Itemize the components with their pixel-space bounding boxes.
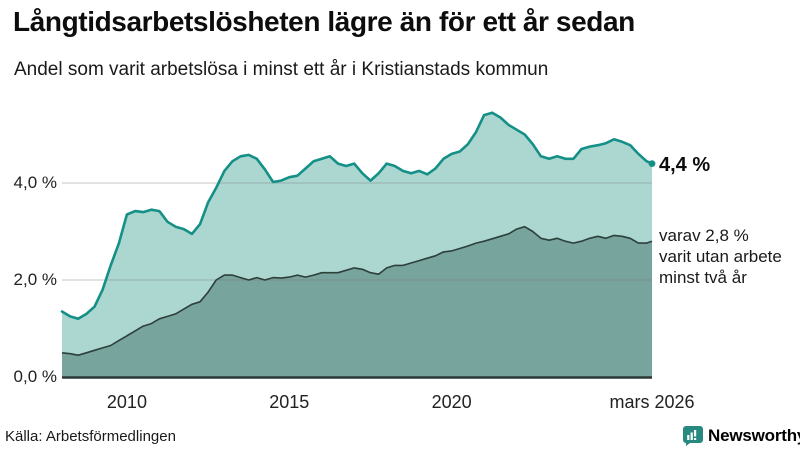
area-two-years bbox=[62, 226, 652, 377]
chart-title: Långtidsarbetslösheten lägre än för ett … bbox=[13, 6, 635, 37]
chart-subtitle: Andel som varit arbetslösa i minst ett å… bbox=[14, 59, 549, 80]
x-axis-tick-label: mars 2026 bbox=[609, 392, 695, 412]
brand-name: Newsworthy bbox=[708, 426, 800, 445]
x-axis-tick-label: 2020 bbox=[431, 392, 472, 412]
line-two-years bbox=[61, 225, 653, 356]
x-axis-tick-label: 2010 bbox=[106, 392, 147, 412]
y-axis-tick-label: 4,0 % bbox=[13, 173, 57, 192]
source-credit: Källa: Arbetsförmedlingen bbox=[5, 428, 176, 445]
latest-value-label: 4,4 % bbox=[659, 154, 711, 176]
newsworthy-icon bbox=[683, 426, 703, 446]
line-one-year bbox=[60, 111, 654, 321]
line-end-dot bbox=[648, 160, 656, 168]
y-axis-tick-label: 2,0 % bbox=[13, 270, 57, 289]
x-axis-tick-label: 2015 bbox=[269, 392, 310, 412]
brand-logo: Newsworthy bbox=[683, 426, 800, 446]
y-axis-tick-label: 0,0 % bbox=[13, 367, 57, 386]
secondary-series-label: varav 2,8 % varit utan arbete minst två … bbox=[659, 226, 782, 287]
